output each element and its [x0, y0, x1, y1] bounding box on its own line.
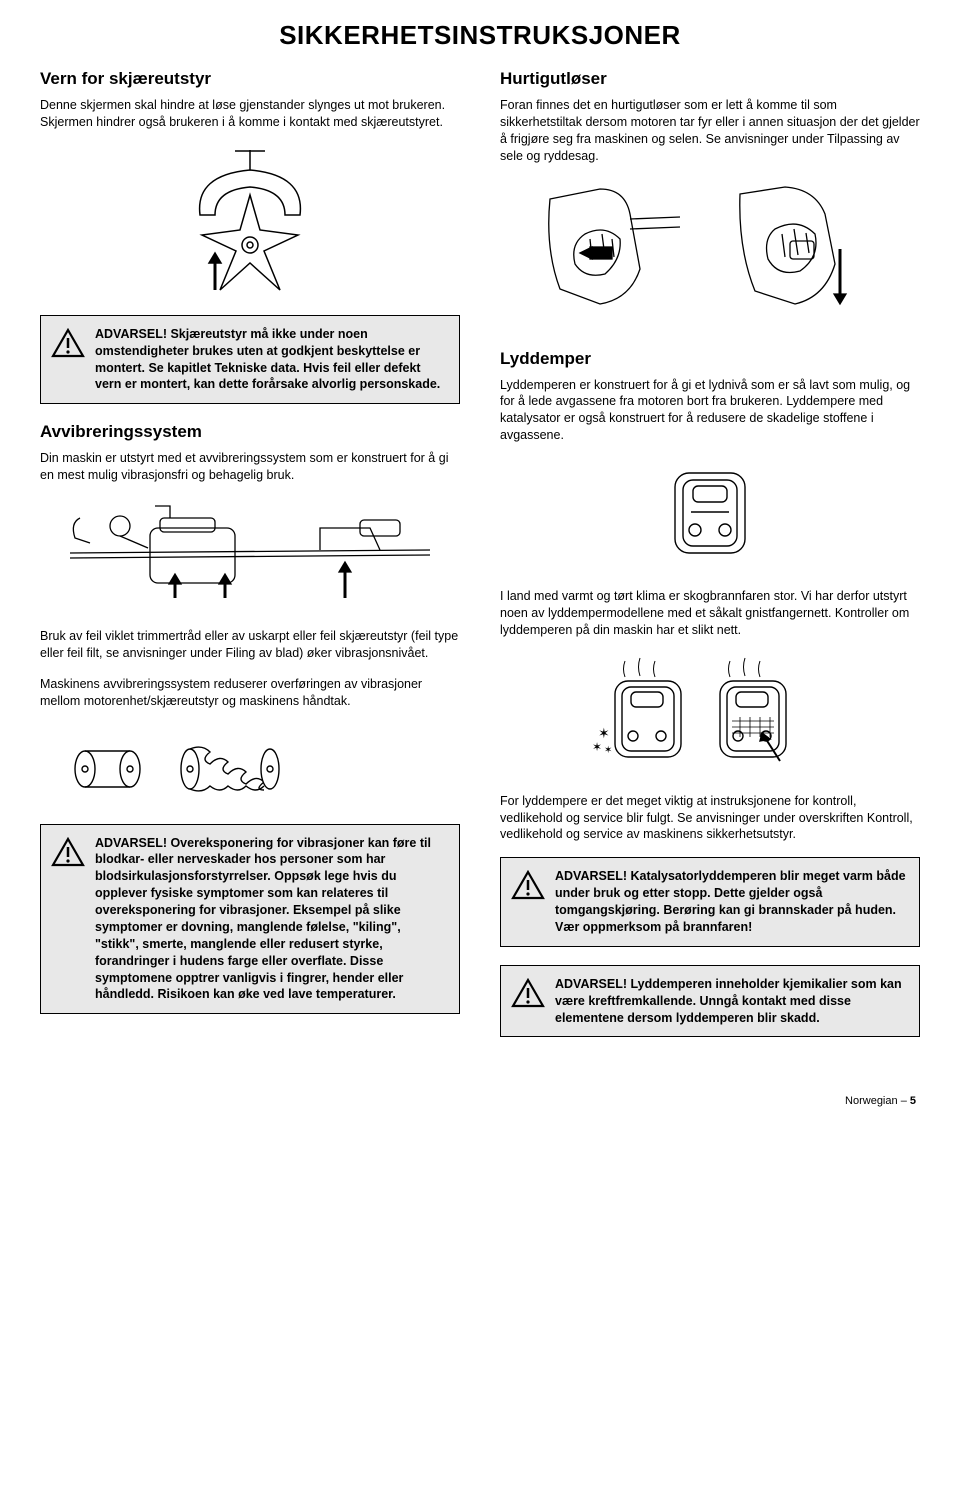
- heading-avvibrering: Avvibreringssystem: [40, 422, 460, 442]
- warning-text-kjemikalier: ADVARSEL! Lyddemperen inneholder kjemika…: [555, 976, 907, 1027]
- two-column-layout: Vern for skjæreutstyr Denne skjermen ska…: [40, 69, 920, 1055]
- heading-hurtigutloser: Hurtigutløser: [500, 69, 920, 89]
- heading-lyddemper: Lyddemper: [500, 349, 920, 369]
- warning-box-kjemikalier: ADVARSEL! Lyddemperen inneholder kjemika…: [500, 965, 920, 1038]
- svg-text:✶: ✶: [604, 745, 612, 756]
- warning-triangle-icon: [511, 870, 545, 905]
- warning-text-skjaereutstyr: ADVARSEL! Skjæreutstyr må ikke under noe…: [95, 326, 447, 394]
- warning-text-katalysator: ADVARSEL! Katalysatorlyddemperen blir me…: [555, 868, 907, 936]
- body-avvibrering-2: Bruk av feil viklet trimmertråd eller av…: [40, 628, 460, 662]
- warning-triangle-icon: [51, 837, 85, 872]
- body-lyddemper-1: Lyddemperen er konstruert for å gi et ly…: [500, 377, 920, 445]
- warning-triangle-icon: [511, 978, 545, 1013]
- svg-text:✶: ✶: [592, 740, 602, 754]
- body-lyddemper-3: For lyddempere er det meget viktig at in…: [500, 793, 920, 844]
- illustration-muffler-pair: ✶ ✶ ✶: [500, 653, 920, 773]
- body-hurtigutloser: Foran finnes det en hurtigutløser som er…: [500, 97, 920, 165]
- heading-vern: Vern for skjæreutstyr: [40, 69, 460, 89]
- warning-box-vibrasjoner: ADVARSEL! Overeksponering for vibrasjone…: [40, 824, 460, 1015]
- body-avvibrering-1: Din maskin er utstyrt med et avvibrering…: [40, 450, 460, 484]
- left-column: Vern for skjæreutstyr Denne skjermen ska…: [40, 69, 460, 1055]
- warning-box-skjaereutstyr: ADVARSEL! Skjæreutstyr må ikke under noe…: [40, 315, 460, 405]
- body-avvibrering-3: Maskinens avvibreringssystem reduserer o…: [40, 676, 460, 710]
- illustration-muffler-single: [500, 458, 920, 568]
- page-title: SIKKERHETSINSTRUKSJONER: [40, 20, 920, 51]
- illustration-machine: [40, 498, 460, 608]
- body-vern: Denne skjermen skal hindre at løse gjens…: [40, 97, 460, 131]
- footer-page-number: 5: [910, 1095, 916, 1107]
- illustration-harness: [500, 179, 920, 329]
- warning-triangle-icon: [51, 328, 85, 363]
- right-column: Hurtigutløser Foran finnes det en hurtig…: [500, 69, 920, 1055]
- page-footer: Norwegian – 5: [40, 1095, 920, 1107]
- footer-dash: –: [901, 1095, 910, 1107]
- illustration-guard: [40, 145, 460, 295]
- warning-text-vibrasjoner: ADVARSEL! Overeksponering for vibrasjone…: [95, 835, 447, 1004]
- footer-language: Norwegian: [845, 1095, 898, 1107]
- illustration-springs: [40, 724, 460, 804]
- warning-box-katalysator: ADVARSEL! Katalysatorlyddemperen blir me…: [500, 857, 920, 947]
- svg-text:✶: ✶: [598, 725, 610, 741]
- body-lyddemper-2: I land med varmt og tørt klima er skogbr…: [500, 588, 920, 639]
